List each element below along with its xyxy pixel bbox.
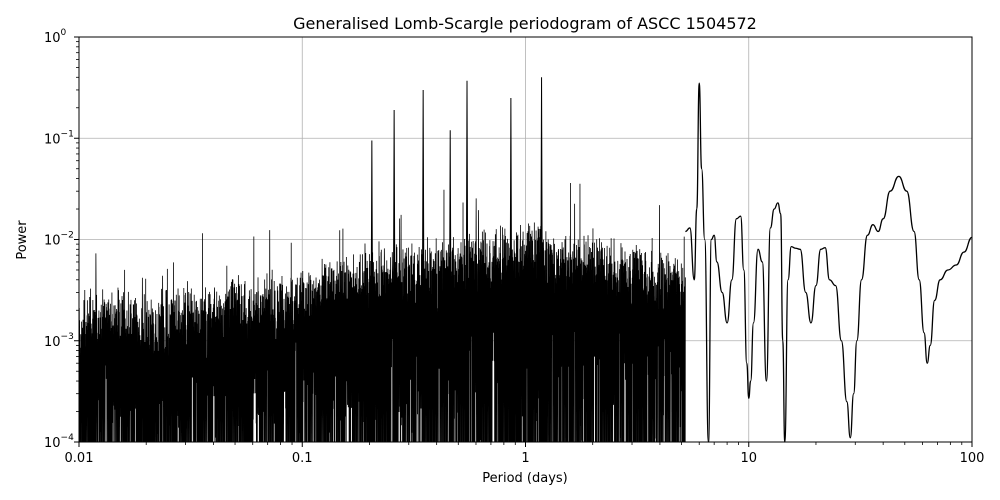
x-tick-label: 10 (740, 451, 757, 466)
chart-title: Generalised Lomb-Scargle periodogram of … (293, 14, 757, 33)
y-tick-label: 10−4 (44, 433, 74, 451)
periodogram-peak (465, 80, 469, 443)
y-tick-label: 100 (44, 28, 67, 46)
x-axis-label: Period (days) (482, 471, 568, 486)
periodogram-noise-trace (78, 182, 686, 443)
x-tick-label: 1 (521, 451, 529, 466)
ticks: 0.01 0.1 1 10 100 10−4 10−3 10−2 10−1 100 (44, 28, 984, 466)
periodogram-peak (509, 97, 513, 443)
periodogram-smooth-trace (685, 82, 973, 443)
periodogram-peak (370, 140, 374, 443)
y-axis-label: Power (15, 220, 30, 260)
periodogram-peak (448, 130, 452, 443)
periodogram-peak (539, 77, 544, 443)
x-tick-label: 0.1 (292, 451, 313, 466)
data-layer (78, 77, 973, 443)
y-tick-label: 10−2 (44, 231, 74, 249)
y-tick-label: 10−1 (44, 129, 74, 147)
periodogram-peak (392, 110, 396, 443)
periodogram-peak (421, 89, 425, 443)
x-tick-label: 0.01 (65, 451, 94, 466)
y-tick-label: 10−3 (44, 332, 74, 350)
x-tick-label: 100 (960, 451, 985, 466)
